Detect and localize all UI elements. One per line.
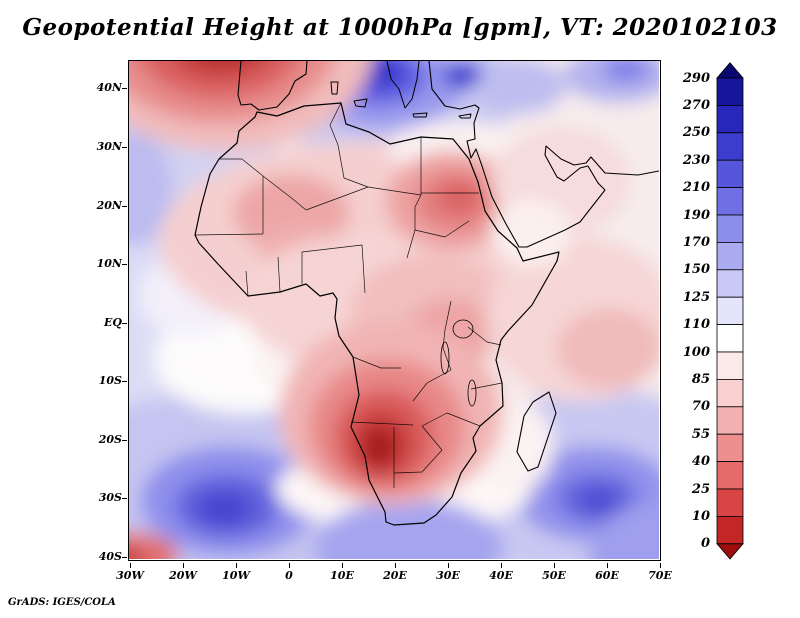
colorbar-segment	[716, 62, 744, 79]
colorbar-segment	[716, 296, 744, 325]
x-tick-label: 0	[285, 569, 293, 582]
cyprus-outline	[458, 113, 472, 119]
colorbar-tick-label: 250	[682, 125, 710, 141]
x-tick-mark	[554, 563, 555, 568]
colorbar-tick-label: 125	[682, 289, 710, 305]
colorbar-segment	[716, 324, 744, 353]
colorbar-segment	[716, 378, 744, 408]
colorbar-tick-label: 170	[682, 234, 710, 250]
map-plot	[128, 60, 661, 561]
iberia-coastline	[237, 61, 308, 111]
x-tick-label: 60E	[595, 569, 619, 582]
sardinia-outline	[330, 81, 339, 95]
y-tick-label: EQ	[104, 315, 122, 329]
colorbar-tick-label: 100	[682, 344, 710, 360]
y-tick-mark	[122, 264, 127, 266]
colorbar-segment	[716, 433, 744, 463]
madagascar-outline	[516, 391, 557, 472]
x-tick-mark	[448, 563, 449, 568]
y-tick-mark	[122, 205, 127, 207]
colorbar-segment	[716, 543, 744, 560]
colorbar-svg	[716, 62, 744, 560]
colorbar-segment	[716, 187, 744, 216]
colorbar-segment	[716, 488, 744, 517]
x-tick-mark	[183, 563, 184, 568]
colorbar-segment	[716, 515, 744, 545]
colorbar-tick-label: 210	[682, 180, 710, 196]
y-tick-label: 40N	[96, 81, 122, 95]
colorbar-tick-label: 290	[682, 70, 710, 86]
sicily-outline	[353, 98, 368, 108]
x-tick-label: 30W	[116, 569, 144, 582]
y-tick-mark	[122, 439, 127, 441]
x-tick-label: 70E	[648, 569, 672, 582]
crete-outline	[412, 112, 428, 118]
colorbar-tick-label: 55	[691, 426, 710, 442]
x-tick-label: 30E	[436, 569, 460, 582]
colorbar-segment	[716, 406, 744, 435]
y-tick-label: 30N	[96, 139, 122, 153]
colorbar-tick-label: 25	[691, 481, 710, 497]
colorbar-segment	[716, 159, 744, 188]
y-tick-label: 10S	[98, 374, 122, 388]
colorbar-segment	[716, 77, 744, 106]
colorbar-segment	[716, 269, 744, 298]
x-tick-label: 50E	[542, 569, 566, 582]
colorbar-segment	[716, 461, 744, 490]
y-tick-mark	[122, 498, 127, 500]
chart-title: Geopotential Height at 1000hPa [gpm], VT…	[22, 14, 778, 41]
colorbar-tick-label: 40	[691, 454, 710, 470]
x-tick-label: 40E	[489, 569, 513, 582]
colorbar-segment	[716, 351, 744, 380]
grads-credit: GrADS: IGES/COLA	[8, 597, 116, 608]
x-tick-label: 10W	[222, 569, 250, 582]
colorbar-segment	[716, 132, 744, 161]
colorbar-tick-label: 110	[682, 317, 710, 333]
field-shading	[129, 61, 659, 559]
colorbar-tick-label: 150	[682, 262, 710, 278]
x-tick-mark	[501, 563, 502, 568]
colorbar-tick-label: 70	[691, 399, 710, 415]
y-tick-mark	[122, 381, 127, 383]
x-tick-label: 20E	[383, 569, 407, 582]
y-tick-mark	[122, 557, 127, 559]
x-tick-mark	[342, 563, 343, 568]
colorbar-tick-label: 230	[682, 152, 710, 168]
asia-arabia-coastline	[428, 61, 659, 248]
y-tick-mark	[122, 322, 127, 324]
lakes	[440, 319, 477, 407]
x-tick-mark	[607, 563, 608, 568]
x-tick-mark	[130, 563, 131, 568]
colorbar-segment	[716, 241, 744, 271]
colorbar-tick-label: 190	[682, 207, 710, 223]
colorbar-tick-label: 270	[682, 97, 710, 113]
colorbar-tick-label: 0	[700, 536, 710, 552]
colorbar-segment	[716, 214, 744, 243]
x-tick-label: 20W	[169, 569, 197, 582]
y-tick-mark	[122, 146, 127, 148]
x-tick-label: 10E	[330, 569, 354, 582]
y-tick-label: 30S	[98, 491, 122, 505]
colorbar-tick-label: 10	[691, 508, 710, 524]
colorbar	[716, 62, 744, 560]
country-borders	[194, 102, 503, 488]
greece-coastline	[386, 61, 420, 109]
y-tick-mark	[122, 88, 127, 90]
x-tick-mark	[236, 563, 237, 568]
colorbar-tick-label: 85	[691, 371, 710, 387]
map-field-svg	[129, 61, 659, 559]
coastlines-and-borders	[194, 61, 659, 526]
y-tick-label: 10N	[96, 257, 122, 271]
x-tick-mark	[660, 563, 661, 568]
x-tick-mark	[395, 563, 396, 568]
y-tick-label: 20N	[96, 198, 122, 212]
y-tick-label: 20S	[98, 432, 122, 446]
colorbar-segment	[716, 105, 744, 134]
x-tick-mark	[289, 563, 290, 568]
y-tick-label: 40S	[98, 550, 122, 564]
africa-coastline	[194, 102, 560, 526]
